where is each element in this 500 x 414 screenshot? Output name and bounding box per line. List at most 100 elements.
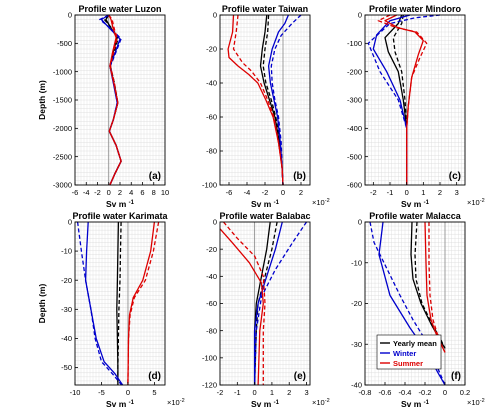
axis-multiplier-exponent: -2 xyxy=(480,198,485,204)
series-line-summer-solid xyxy=(219,228,264,386)
y-tick-label: -80 xyxy=(206,326,217,335)
x-tick-label: 2 xyxy=(438,188,442,197)
series-line-winter-solid xyxy=(378,221,446,386)
axis-multiplier-exponent: -2 xyxy=(180,398,185,404)
y-tick-label: -10 xyxy=(61,247,72,256)
y-tick-label: -500 xyxy=(57,39,72,48)
y-tick-label: -200 xyxy=(347,67,362,76)
y-tick-label: -100 xyxy=(347,39,362,48)
legend-entry: Winter xyxy=(393,349,416,358)
y-tick-label: -3000 xyxy=(53,181,72,190)
x-tick-label: 2 xyxy=(118,188,122,197)
x-axis-label-exponent: -1 xyxy=(274,400,280,406)
x-tick-label: -2 xyxy=(370,188,377,197)
x-tick-label: 0 xyxy=(443,388,447,397)
axis-multiplier: ×10-2 xyxy=(312,398,330,407)
series-line-winter-dashed xyxy=(367,14,441,185)
panel-label: (e) xyxy=(294,371,306,382)
y-tick-label: -600 xyxy=(347,181,362,190)
y-tick-label: -20 xyxy=(206,245,217,254)
panel-3: -2 -1 0 1 2 3 -600 -500 -400 -300 -200 -100 0 Profile… xyxy=(347,4,485,209)
axis-multiplier-base: ×10 xyxy=(467,398,480,407)
axis-multiplier-base: ×10 xyxy=(167,398,180,407)
y-tick-label: -1500 xyxy=(53,96,72,105)
axis-multiplier-exponent: -2 xyxy=(325,398,330,404)
x-axis-label-text: Sv m xyxy=(106,399,129,409)
y-tick-label: -20 xyxy=(351,299,362,308)
x-tick-label: 1 xyxy=(270,388,274,397)
x-tick-label: 2 xyxy=(299,188,303,197)
y-tick-label: 0 xyxy=(68,218,72,227)
y-tick-label: -30 xyxy=(61,305,72,314)
y-tick-label: -400 xyxy=(347,124,362,133)
x-tick-label: 10 xyxy=(161,188,169,197)
y-tick-label: 0 xyxy=(358,218,362,227)
x-tick-label: -2 xyxy=(94,188,101,197)
panel-1: -6 -4 -2 0 2 4 6 8 10-3000-2500-2000-1500-1000-5… xyxy=(37,4,169,209)
grid xyxy=(220,15,310,185)
x-tick-label: 0 xyxy=(126,388,130,397)
y-tick-label: -50 xyxy=(61,363,72,372)
axis-multiplier-exponent: -2 xyxy=(480,398,485,404)
legend-entry: Yearly mean xyxy=(393,339,437,348)
x-axis-label-text: Sv m xyxy=(106,199,129,209)
x-tick-label: -10 xyxy=(70,388,81,397)
series-line-summer-dashed xyxy=(108,14,122,186)
x-axis-label: Sv m -1 xyxy=(106,199,135,209)
x-tick-label: 3 xyxy=(304,388,308,397)
panel-label: (f) xyxy=(451,371,461,382)
x-tick-label: 6 xyxy=(140,188,144,197)
y-tick-label: -40 xyxy=(206,272,217,281)
y-tick-label: -100 xyxy=(202,181,217,190)
series-line-summer-dashed xyxy=(377,14,428,185)
y-tick-label: -10 xyxy=(351,258,362,267)
x-axis-label-text: Sv m xyxy=(251,399,274,409)
x-tick-label: -2 xyxy=(262,188,269,197)
x-axis-label: Sv m -1 xyxy=(106,399,135,409)
axis-multiplier-base: ×10 xyxy=(312,398,325,407)
x-tick-label: -6 xyxy=(72,188,79,197)
series-line-summer-dashed xyxy=(232,14,284,186)
x-tick-label: 0 xyxy=(253,388,257,397)
series-line-yearly-dashed xyxy=(117,221,122,385)
x-tick-label: -4 xyxy=(244,188,251,197)
y-tick-label: -2000 xyxy=(53,124,72,133)
panel-label: (c) xyxy=(449,171,461,182)
x-tick-label: 0 xyxy=(107,188,111,197)
x-axis-label: Sv m -1 xyxy=(401,199,430,209)
x-axis-label-exponent: -1 xyxy=(424,400,430,406)
x-tick-label: -0.4 xyxy=(399,388,412,397)
y-tick-label: -40 xyxy=(351,381,362,390)
y-tick-label: -30 xyxy=(351,340,362,349)
axis-multiplier-exponent: -2 xyxy=(325,198,330,204)
x-tick-label: 0 xyxy=(405,188,409,197)
x-tick-label: 0.2 xyxy=(460,388,470,397)
plot-frame xyxy=(74,221,166,386)
chart-title: Profile water Taiwan xyxy=(222,4,308,14)
y-tick-label: -60 xyxy=(206,113,217,122)
grid xyxy=(75,15,165,185)
y-tick-label: 0 xyxy=(358,11,362,20)
chart-title: Profile water Luzon xyxy=(78,4,161,14)
grid xyxy=(220,222,310,385)
y-axis-label: Depth (m) xyxy=(37,80,47,120)
y-tick-label: -40 xyxy=(61,334,72,343)
x-axis-label-text: Sv m xyxy=(401,199,424,209)
grid xyxy=(365,15,465,185)
panel-6: -0.8 -0.6 -0.4 -0.2 0 0.2 -40 -30 -20 -10 0 Profile… xyxy=(351,211,484,409)
x-tick-label: 3 xyxy=(455,188,459,197)
x-axis-label-exponent: -1 xyxy=(129,200,135,206)
y-tick-label: 0 xyxy=(68,11,72,20)
x-tick-label: 8 xyxy=(152,188,156,197)
panel-label: (d) xyxy=(148,371,161,382)
y-tick-label: -500 xyxy=(347,152,362,161)
axis-multiplier: ×10-2 xyxy=(467,398,485,407)
chart-title: Profile water Malacca xyxy=(369,211,462,221)
x-tick-label: 4 xyxy=(129,188,133,197)
panel-label: (a) xyxy=(149,171,161,182)
